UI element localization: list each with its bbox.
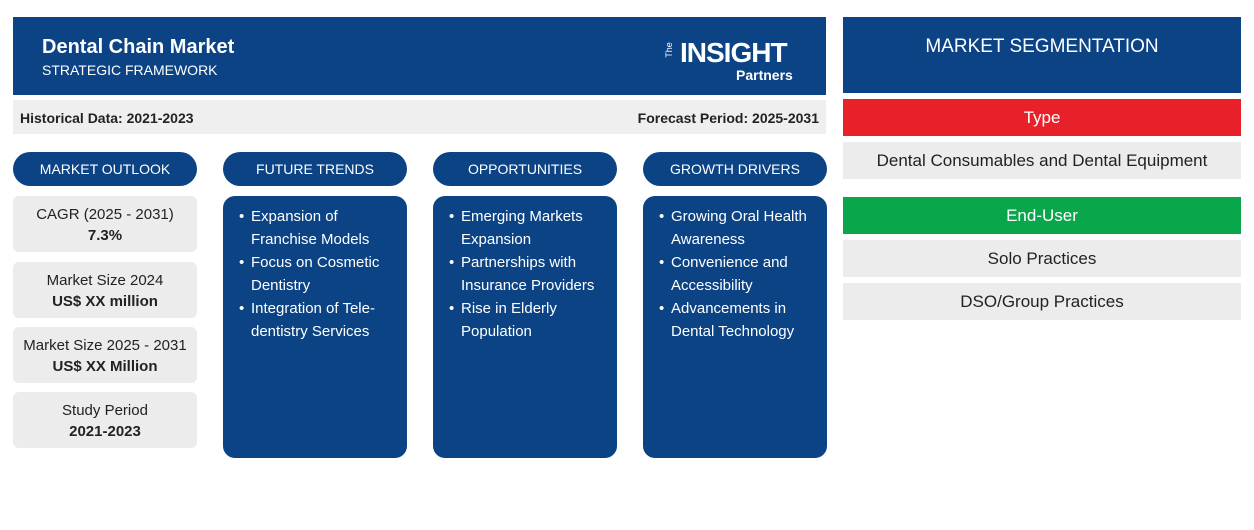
outlook-card: Market Size 2025 - 2031 US$ XX Million [13, 327, 197, 383]
title: Dental Chain Market [42, 36, 235, 58]
column-header: FUTURE TRENDS [223, 152, 407, 186]
bullet-item: Integration of Tele-dentistry Services [239, 297, 397, 343]
card-value: US$ XX Million [52, 358, 158, 375]
card-label: CAGR (2025 - 2031) [36, 206, 174, 223]
column-header: MARKET OUTLOOK [13, 152, 197, 186]
column-box: Expansion of Franchise ModelsFocus on Co… [223, 196, 407, 458]
column-header: GROWTH DRIVERS [643, 152, 827, 186]
bullet-list: Emerging Markets ExpansionPartnerships w… [449, 205, 607, 343]
bullet-item: Convenience and Accessibility [659, 251, 817, 297]
bullet-list: Expansion of Franchise ModelsFocus on Co… [239, 205, 397, 343]
bullet-item: Emerging Markets Expansion [449, 205, 607, 251]
logo-bottom: Partners [736, 67, 793, 83]
column-header: OPPORTUNITIES [433, 152, 617, 186]
card-label: Study Period [62, 402, 148, 419]
segment-item: Solo Practices [843, 240, 1241, 277]
card-value: US$ XX million [52, 293, 158, 310]
card-value: 2021-2023 [69, 423, 141, 440]
bullet-item: Focus on Cosmetic Dentistry [239, 251, 397, 297]
card-label: Market Size 2025 - 2031 [23, 337, 187, 354]
outlook-card: Study Period 2021-2023 [13, 392, 197, 448]
card-value: 7.3% [87, 227, 123, 244]
bullet-item: Rise in Elderly Population [449, 297, 607, 343]
historical: Historical Data: 2021-2023 [20, 110, 194, 126]
bullet-item: Advancements in Dental Technology [659, 297, 817, 343]
bullet-item: Growing Oral Health Awareness [659, 205, 817, 251]
segment-item: DSO/Group Practices [843, 283, 1241, 320]
header: Dental Chain Market STRATEGIC FRAMEWORK … [13, 17, 826, 95]
bullet-item: Partnerships with Insurance Providers [449, 251, 607, 297]
column-box: Growing Oral Health AwarenessConvenience… [643, 196, 827, 458]
subtitle: STRATEGIC FRAMEWORK [42, 62, 218, 78]
card-label: Market Size 2024 [46, 272, 164, 289]
forecast: Forecast Period: 2025-2031 [637, 110, 819, 126]
segment-group: End-User [843, 197, 1241, 234]
segmentation-title: MARKET SEGMENTATION [843, 17, 1241, 93]
bullet-item: Expansion of Franchise Models [239, 205, 397, 251]
column-box: Emerging Markets ExpansionPartnerships w… [433, 196, 617, 458]
logo-main: INSIGHT [680, 37, 788, 68]
segment-item: Dental Consumables and Dental Equipment [843, 142, 1241, 179]
bullet-list: Growing Oral Health AwarenessConvenience… [659, 205, 817, 343]
outlook-card: CAGR (2025 - 2031) 7.3% [13, 196, 197, 252]
logo-top: The [663, 42, 674, 58]
period-bar: Historical Data: 2021-2023 Forecast Peri… [13, 100, 826, 134]
segment-group: Type [843, 99, 1241, 136]
outlook-card: Market Size 2024 US$ XX million [13, 262, 197, 318]
